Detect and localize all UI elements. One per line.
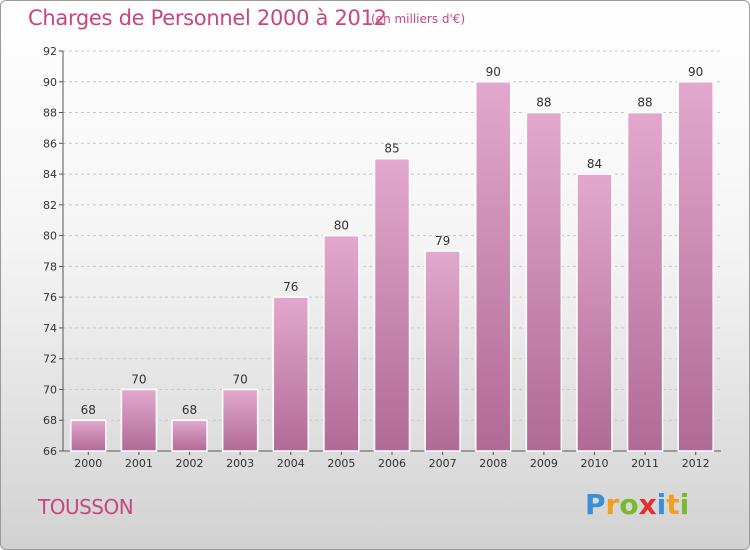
y-tick-label: 74	[43, 322, 57, 335]
y-tick-label: 92	[43, 45, 57, 58]
bar-2000	[70, 419, 107, 452]
bar-2011	[626, 111, 664, 452]
bar-2012	[677, 81, 714, 452]
y-tick-label: 80	[43, 230, 57, 243]
data-label: 70	[233, 372, 248, 386]
y-tick-label: 76	[43, 291, 57, 304]
data-label: 90	[486, 65, 501, 79]
data-label: 70	[131, 372, 146, 386]
x-tick-label: 2009	[530, 457, 558, 470]
data-label: 90	[688, 65, 703, 79]
y-tick-label: 78	[43, 260, 57, 273]
x-tick-label: 2010	[580, 457, 608, 470]
x-tick-label: 2006	[378, 457, 406, 470]
y-tick-label: 90	[43, 76, 57, 89]
x-tick-label: 2012	[682, 457, 710, 470]
y-tick-label: 68	[43, 414, 57, 427]
data-label: 84	[587, 157, 602, 171]
chart-subtitle: (en milliers d'€)	[371, 12, 466, 26]
x-tick-label: 2002	[176, 457, 204, 470]
bar-2009	[525, 111, 563, 452]
data-label: 80	[334, 219, 349, 233]
data-label: 88	[536, 96, 551, 110]
y-tick-label: 86	[43, 137, 57, 150]
data-label: 79	[435, 234, 450, 248]
y-tick-label: 88	[43, 107, 57, 120]
bar-2010	[576, 173, 613, 452]
bar-2003	[221, 388, 259, 452]
proxiti-logo: Proxiti	[585, 488, 690, 521]
bar-2006	[373, 157, 411, 452]
data-label: 68	[182, 403, 197, 417]
x-tick-label: 2011	[631, 457, 659, 470]
x-tick-label: 2005	[327, 457, 355, 470]
bar-2001	[120, 388, 158, 452]
x-tick-label: 2003	[226, 457, 254, 470]
y-tick-label: 70	[43, 383, 57, 396]
chart-title: Charges de Personnel 2000 à 2012	[28, 6, 387, 30]
bar-2002	[171, 419, 208, 452]
x-tick-label: 2000	[74, 457, 102, 470]
data-label: 85	[384, 142, 399, 156]
x-tick-label: 2001	[125, 457, 153, 470]
data-label: 88	[637, 96, 652, 110]
x-tick-label: 2008	[479, 457, 507, 470]
data-label: 76	[283, 280, 298, 294]
y-tick-label: 82	[43, 199, 57, 212]
y-tick-label: 66	[43, 445, 57, 458]
bar-2004	[272, 296, 310, 452]
y-tick-label: 72	[43, 353, 57, 366]
y-tick-label: 84	[43, 168, 57, 181]
place-name: TOUSSON	[38, 495, 134, 519]
x-tick-label: 2004	[277, 457, 305, 470]
bar-2007	[424, 250, 461, 452]
bar-2005	[323, 234, 360, 452]
bar-2008	[474, 81, 512, 452]
data-label: 68	[81, 403, 96, 417]
x-tick-label: 2007	[429, 457, 457, 470]
